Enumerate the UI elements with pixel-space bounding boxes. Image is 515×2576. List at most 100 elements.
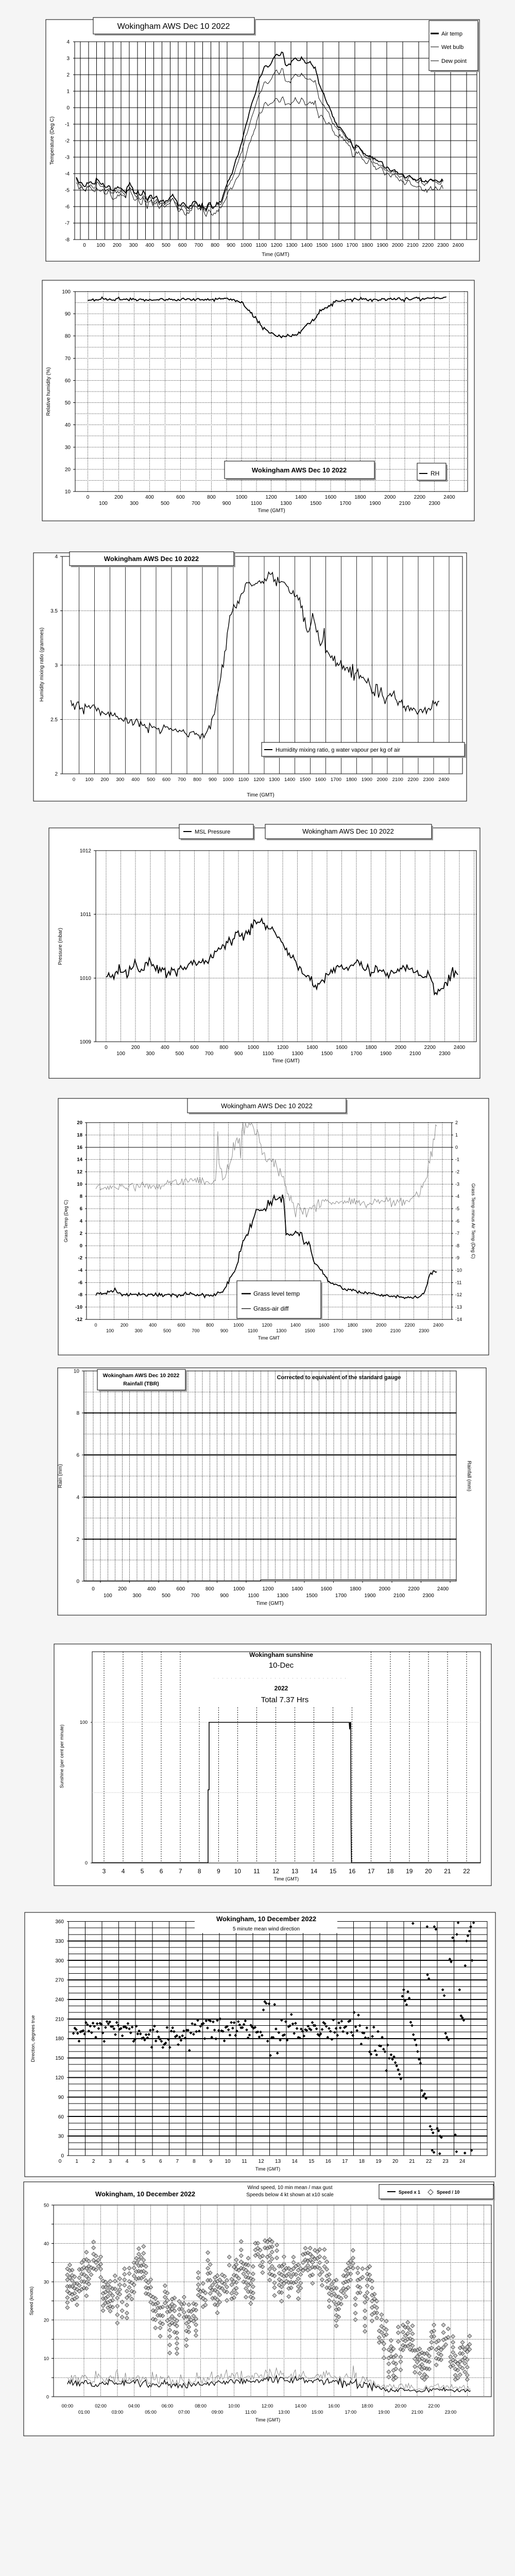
svg-text:2100: 2100 (409, 1051, 421, 1057)
svg-text:0: 0 (85, 1860, 88, 1866)
svg-text:60: 60 (58, 2114, 64, 2120)
svg-text:17: 17 (342, 2159, 348, 2164)
svg-text:1000: 1000 (236, 495, 248, 500)
svg-text:9: 9 (210, 2159, 213, 2164)
svg-text:-12: -12 (75, 1317, 82, 1323)
svg-text:10:00: 10:00 (228, 2403, 240, 2409)
svg-text:1400: 1400 (295, 495, 307, 500)
svg-text:-4: -4 (65, 172, 70, 177)
svg-text:20: 20 (65, 467, 71, 472)
svg-text:700: 700 (205, 1051, 214, 1057)
svg-text:2: 2 (92, 2159, 95, 2164)
svg-text:10: 10 (74, 1369, 80, 1375)
svg-text:-8: -8 (455, 1243, 459, 1248)
svg-text:Direction, degrees true: Direction, degrees true (30, 2015, 36, 2062)
svg-text:Wet bulb: Wet bulb (441, 44, 464, 50)
svg-text:03:00: 03:00 (112, 2410, 124, 2415)
svg-text:2400: 2400 (433, 1323, 443, 1328)
svg-text:4: 4 (126, 2159, 129, 2164)
svg-text:Wokingham AWS Dec 10 2022: Wokingham AWS Dec 10 2022 (117, 22, 230, 31)
svg-text:18: 18 (387, 1868, 394, 1875)
svg-text:0: 0 (73, 777, 75, 783)
svg-text:15:00: 15:00 (312, 2410, 323, 2415)
svg-text:-1: -1 (65, 122, 70, 128)
svg-text:14: 14 (292, 2159, 298, 2164)
svg-text:-2: -2 (455, 1170, 459, 1175)
svg-text:30: 30 (65, 445, 71, 450)
svg-text:900: 900 (220, 1593, 229, 1599)
svg-text:-3: -3 (455, 1181, 459, 1187)
svg-text:400: 400 (131, 777, 140, 783)
svg-text:13:00: 13:00 (278, 2410, 290, 2415)
svg-text:2300: 2300 (423, 1593, 435, 1599)
svg-text:00:00: 00:00 (62, 2403, 74, 2409)
svg-text:100: 100 (96, 243, 105, 248)
svg-text:300: 300 (116, 777, 124, 783)
svg-text:2400: 2400 (437, 1586, 449, 1592)
svg-text:2400: 2400 (438, 777, 449, 783)
svg-text:1300: 1300 (280, 501, 292, 506)
svg-text:2000: 2000 (392, 243, 404, 248)
svg-text:16: 16 (349, 1868, 356, 1875)
svg-text:13: 13 (275, 2159, 281, 2164)
svg-text:2100: 2100 (390, 1328, 401, 1333)
svg-text:Rainfall (mm): Rainfall (mm) (466, 1461, 472, 1491)
svg-text:-6: -6 (78, 1280, 82, 1285)
svg-text:Time (GMT): Time (GMT) (247, 792, 274, 798)
svg-text:1600: 1600 (331, 243, 343, 248)
svg-text:500: 500 (162, 1593, 170, 1599)
svg-text:200: 200 (121, 1323, 128, 1328)
svg-text:600: 600 (162, 777, 170, 783)
svg-text:Wokingham, 10 December 2022: Wokingham, 10 December 2022 (216, 1915, 316, 1923)
svg-text:700: 700 (191, 1593, 200, 1599)
svg-text:1: 1 (66, 89, 70, 95)
svg-text:210: 210 (55, 2016, 64, 2022)
svg-text:1700: 1700 (347, 243, 358, 248)
svg-text:40: 40 (44, 2241, 49, 2246)
svg-text:-3: -3 (65, 155, 70, 161)
svg-text:1400: 1400 (290, 1323, 301, 1328)
svg-text:Relative humidity (%): Relative humidity (%) (46, 367, 52, 416)
svg-text:300: 300 (130, 501, 139, 506)
svg-text:-10: -10 (455, 1268, 462, 1273)
svg-text:600: 600 (176, 495, 185, 500)
svg-text:1: 1 (75, 2159, 78, 2164)
svg-text:-6: -6 (65, 205, 70, 210)
svg-text:Total 7.37 Hrs: Total 7.37 Hrs (261, 1696, 309, 1704)
svg-text:06:00: 06:00 (162, 2403, 174, 2409)
svg-text:2: 2 (66, 73, 70, 78)
svg-text:..............................: ............................... (213, 1674, 349, 1680)
svg-text:4: 4 (80, 1218, 83, 1224)
svg-text:Wokingham AWS Dec 10 2022: Wokingham AWS Dec 10 2022 (302, 827, 394, 835)
svg-text:7: 7 (176, 2159, 179, 2164)
svg-text:2: 2 (76, 1537, 79, 1543)
svg-text:1010: 1010 (80, 976, 92, 981)
svg-text:700: 700 (178, 777, 186, 783)
svg-text:2100: 2100 (393, 1593, 405, 1599)
svg-text:0: 0 (105, 1045, 108, 1050)
svg-text:Wokingham sunshine: Wokingham sunshine (249, 1651, 313, 1658)
svg-text:1800: 1800 (348, 1323, 358, 1328)
svg-text:1500: 1500 (310, 501, 322, 506)
svg-text:0: 0 (66, 106, 70, 111)
svg-text:Time (GMT): Time (GMT) (255, 2417, 280, 2422)
svg-text:1000: 1000 (233, 1323, 244, 1328)
svg-text:4: 4 (122, 1868, 125, 1875)
svg-text:200: 200 (113, 243, 122, 248)
svg-text:Grass Temp (Deg C): Grass Temp (Deg C) (63, 1200, 68, 1242)
svg-text:22: 22 (426, 2159, 432, 2164)
svg-text:1700: 1700 (331, 777, 341, 783)
svg-text:180: 180 (55, 2036, 64, 2042)
svg-text:10: 10 (225, 2159, 231, 2164)
svg-text:120: 120 (55, 2075, 64, 2081)
svg-text:Time GMT: Time GMT (258, 1335, 280, 1341)
svg-text:-13: -13 (455, 1304, 462, 1310)
svg-text:1: 1 (455, 1132, 458, 1138)
svg-text:0: 0 (92, 1586, 95, 1592)
svg-text:10: 10 (234, 1868, 242, 1875)
svg-text:900: 900 (234, 1051, 243, 1057)
svg-text:150: 150 (55, 2056, 64, 2061)
svg-text:5 minute mean wind direction: 5 minute mean wind direction (233, 1926, 300, 1932)
svg-text:19: 19 (375, 2159, 382, 2164)
svg-text:500: 500 (161, 501, 169, 506)
